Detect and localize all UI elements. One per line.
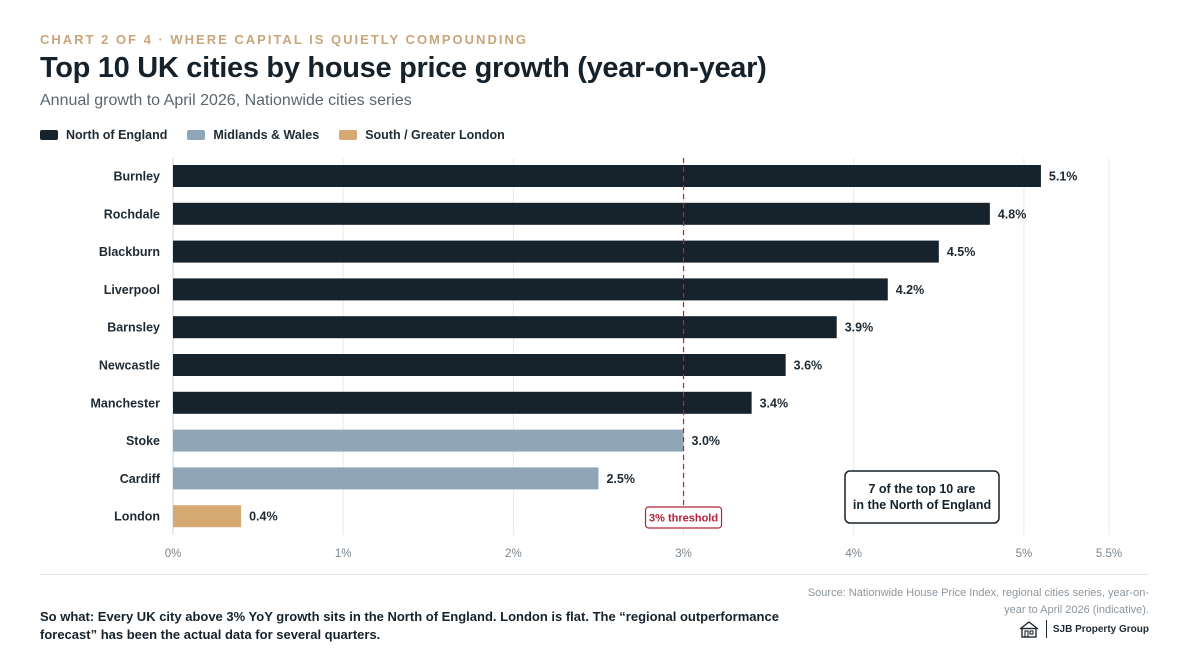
category-label: Rochdale [104, 207, 160, 221]
bar [173, 505, 242, 528]
brand-separator [1045, 620, 1047, 638]
footer-divider [40, 574, 1149, 575]
x-tick-label: 2% [505, 548, 522, 560]
brand-logo: SJB Property Group [1018, 620, 1149, 638]
value-label: 3.4% [760, 396, 789, 410]
bar-chart: 0% 1% 2% 3% 4% 5% 5.5% Burnley 5.1% Rochdale 4.8% B… [91, 158, 1122, 560]
legend-item-midlands: Midlands & Wales [187, 128, 319, 142]
so-what-text: So what: Every UK city above 3% YoY grow… [40, 609, 779, 642]
category-label: Newcastle [99, 359, 160, 373]
x-tick-label: 5% [1016, 548, 1033, 560]
bar [173, 429, 684, 452]
brand-name: SJB Property Group [1052, 623, 1149, 635]
legend-item-south: South / Greater London [339, 128, 505, 142]
x-tick-label: 3% [675, 548, 692, 560]
category-label: Barnsley [107, 321, 160, 335]
bar [173, 165, 1041, 187]
chart-subtitle: Annual growth to April 2026, Nationwide … [40, 92, 412, 109]
x-tick-label: 5.5% [1096, 548, 1122, 560]
category-label: London [114, 510, 160, 524]
bar [173, 240, 939, 263]
annotation-text: 7 of the top 10 are [869, 482, 976, 496]
bar [173, 316, 837, 339]
source-note: Source: Nationwide House Price Index, re… [807, 587, 1149, 616]
legend-swatch-north [40, 130, 58, 140]
category-label: Blackburn [99, 245, 160, 259]
bar [173, 278, 888, 301]
x-tick-label: 4% [845, 548, 862, 560]
chart-kicker: CHART 2 OF 4 · WHERE CAPITAL IS QUIETLY … [40, 32, 528, 47]
value-label: 5.1% [1049, 170, 1078, 184]
legend-item-north: North of England [40, 128, 167, 142]
category-label: Stoke [126, 434, 160, 448]
value-label: 3.6% [794, 359, 823, 373]
bar [173, 467, 599, 490]
house-icon [1019, 621, 1039, 638]
value-label: 2.5% [606, 472, 635, 486]
chart-title: Top 10 UK cities by house price growth (… [40, 52, 767, 84]
value-label: 4.5% [947, 245, 976, 259]
value-label: 4.8% [998, 207, 1027, 221]
legend-label-south: South / Greater London [365, 128, 505, 142]
bar [173, 202, 990, 225]
bar [173, 354, 786, 376]
category-label: Cardiff [120, 472, 161, 486]
legend-swatch-south [339, 130, 358, 140]
value-label: 4.2% [896, 283, 925, 297]
value-label: 0.4% [249, 510, 278, 524]
bar [173, 391, 752, 414]
legend-label-midlands: Midlands & Wales [213, 128, 320, 142]
x-tick-label: 0% [165, 548, 182, 560]
value-label: 3.0% [692, 434, 721, 448]
category-label: Liverpool [104, 283, 160, 297]
annotation-text: in the North of England [853, 498, 991, 512]
category-label: Burnley [113, 170, 160, 184]
annotation-box [844, 470, 1000, 524]
chart-legend: North of England Midlands & Wales South … [40, 128, 505, 142]
legend-swatch-midlands [187, 130, 206, 140]
threshold-label: 3% threshold [649, 513, 718, 525]
category-label: Manchester [91, 396, 161, 410]
x-tick-label: 1% [335, 548, 352, 560]
legend-label-north: North of England [66, 128, 168, 142]
value-label: 3.9% [845, 321, 874, 335]
threshold-label-box [644, 506, 723, 529]
